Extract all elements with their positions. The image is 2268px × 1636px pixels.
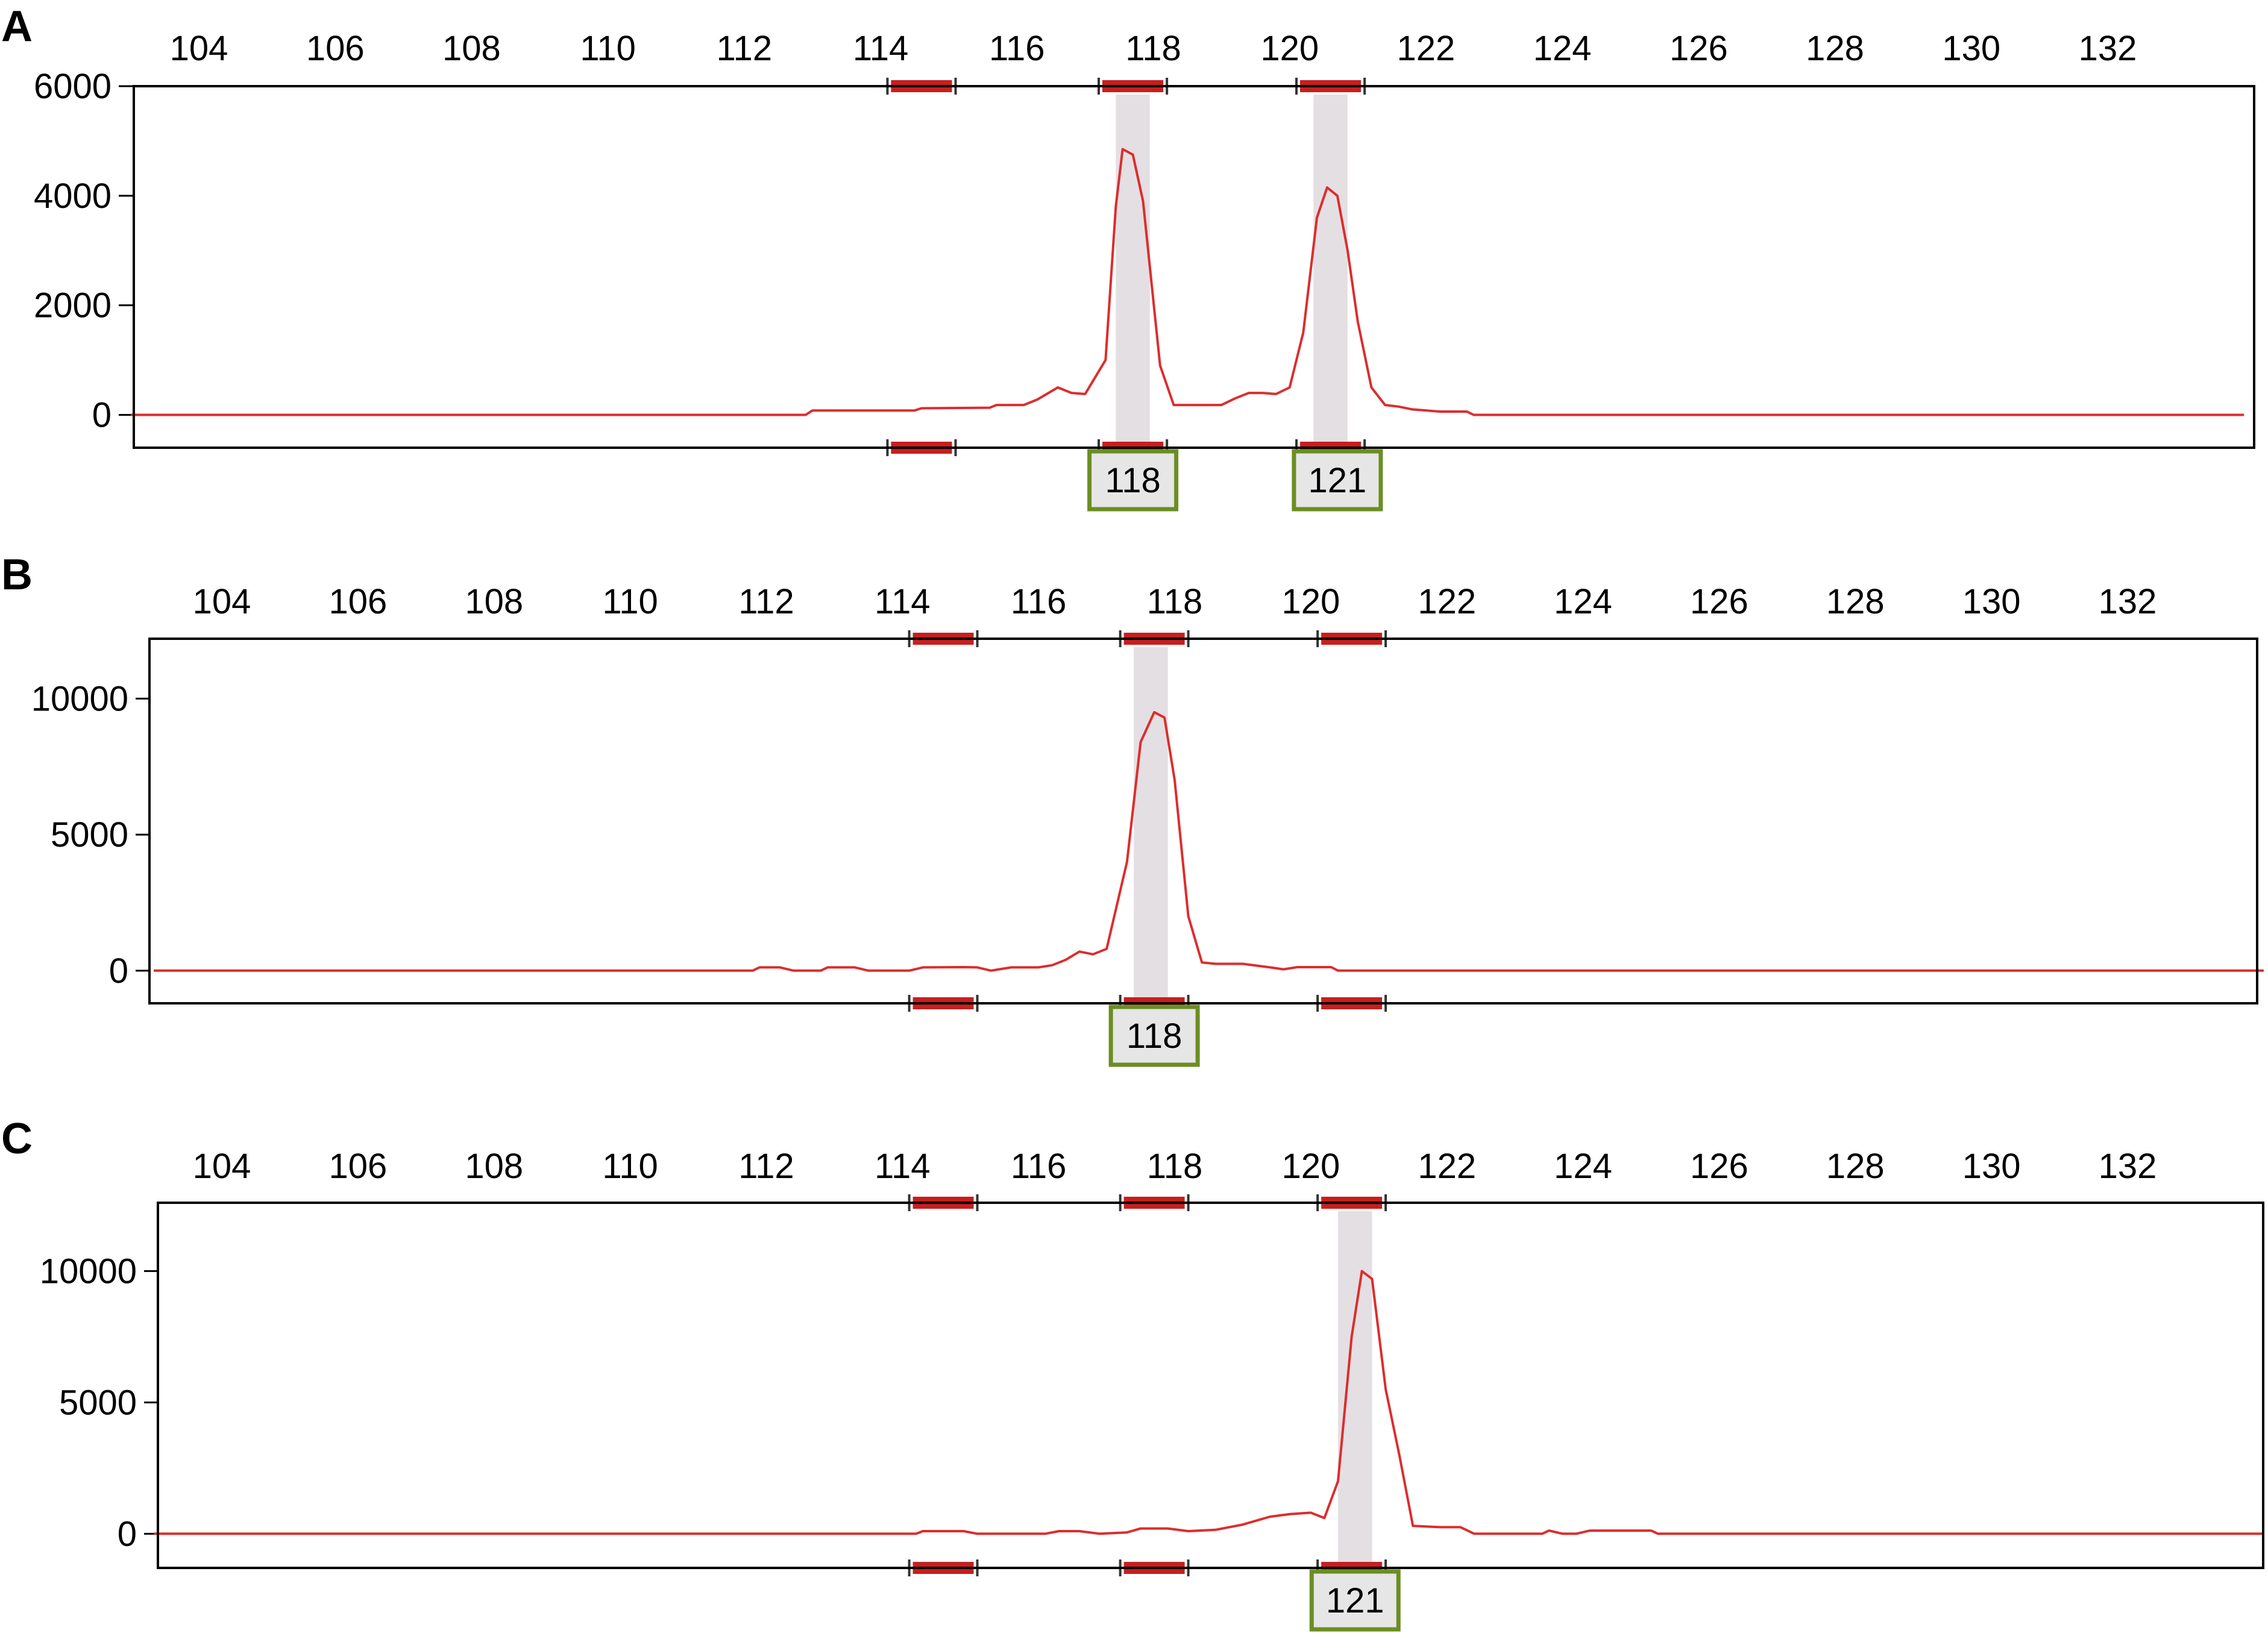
panel-c: C 104 106 108 110 112 114 116 118 120 122 124 126 128…: [1, 1115, 2264, 1632]
x-tick-label: 108: [442, 29, 501, 68]
panel-letter: C: [1, 1115, 33, 1163]
y-tick-label: 5000: [51, 815, 128, 854]
x-tick-label: 128: [1826, 582, 1885, 621]
x-tick-label: 130: [1962, 1147, 2021, 1186]
x-tick-label: 106: [306, 29, 365, 68]
y-tick-label: 2000: [34, 286, 112, 325]
x-tick-label: 126: [1670, 29, 1728, 68]
x-tick-label: 114: [875, 1147, 930, 1186]
panel-letter: A: [1, 2, 33, 51]
x-tick-label: 116: [1011, 582, 1066, 621]
x-tick-label: 126: [1690, 582, 1748, 621]
y-tick-label: 10000: [40, 1252, 137, 1291]
allele-call-box[interactable]: 118: [1087, 449, 1179, 512]
x-tick-label: 120: [1281, 582, 1340, 621]
x-tick-label: 118: [1125, 29, 1181, 68]
x-tick-label: 120: [1260, 29, 1319, 68]
plot-frame: [133, 85, 2255, 449]
x-tick-label: 132: [2079, 29, 2137, 68]
x-tick-label: 118: [1147, 582, 1202, 621]
x-tick-label: 104: [193, 1147, 251, 1186]
plot-frame: [157, 1202, 2264, 1569]
panel-letter: B: [1, 551, 33, 599]
bin-highlight: [1338, 1211, 1372, 1568]
x-tick-label: 110: [580, 29, 635, 68]
bin-highlight: [1134, 647, 1168, 1003]
x-tick-label: 124: [1554, 1147, 1612, 1186]
y-tick-label: 6000: [34, 67, 112, 106]
x-tick-label: 118: [1147, 1147, 1202, 1186]
allele-call-label: 121: [1308, 461, 1366, 500]
x-tick-label: 130: [1962, 582, 2021, 621]
x-tick-label: 132: [2099, 582, 2157, 621]
x-tick-label: 122: [1397, 29, 1456, 68]
x-tick-label: 110: [602, 582, 658, 621]
x-tick-label: 104: [170, 29, 228, 68]
x-tick-label: 112: [738, 582, 794, 621]
x-tick-label: 128: [1826, 1147, 1885, 1186]
x-tick-label: 124: [1533, 29, 1592, 68]
x-tick-label: 128: [1806, 29, 1864, 68]
x-tick-label: 112: [738, 1147, 794, 1186]
allele-call-box[interactable]: 121: [1292, 449, 1383, 512]
panel-a: A 104 106 108 110 112 114 116 118 120 122 124 126 128…: [1, 2, 2255, 512]
x-tick-label: 130: [1942, 29, 2000, 68]
x-tick-label: 108: [465, 582, 523, 621]
y-tick-label: 0: [109, 951, 128, 991]
x-tick-label: 114: [875, 582, 930, 621]
x-tick-label: 116: [989, 29, 1044, 68]
y-tick-label: 4000: [34, 177, 112, 216]
x-tick-label: 132: [2099, 1147, 2157, 1186]
bin-highlight: [1116, 95, 1150, 448]
bin-highlight: [1313, 95, 1348, 448]
x-tick-label: 124: [1554, 582, 1612, 621]
trace-line: [154, 710, 2264, 972]
x-tick-label: 114: [853, 29, 908, 68]
x-tick-label: 106: [328, 1147, 387, 1186]
y-tick-label: 5000: [59, 1383, 137, 1422]
x-tick-label: 108: [465, 1147, 523, 1186]
panel-b: B 104 106 108 110 112 114 116 118 120 122 124 126 128…: [1, 551, 2264, 1067]
x-tick-label: 110: [602, 1147, 658, 1186]
allele-call-box[interactable]: 118: [1108, 1004, 1200, 1067]
allele-call-box[interactable]: 121: [1309, 1569, 1401, 1632]
trace-line: [154, 1270, 2264, 1535]
trace-line: [130, 148, 2244, 416]
x-tick-label: 106: [328, 582, 387, 621]
x-tick-label: 104: [193, 582, 251, 621]
x-tick-label: 122: [1418, 1147, 1476, 1186]
allele-call-label: 121: [1326, 1581, 1384, 1620]
x-tick-label: 122: [1418, 582, 1476, 621]
allele-call-label: 118: [1126, 1017, 1182, 1056]
x-tick-label: 120: [1281, 1147, 1340, 1186]
y-tick-label: 0: [92, 395, 112, 434]
plot-frame: [148, 638, 2258, 1004]
x-tick-label: 126: [1690, 1147, 1748, 1186]
x-tick-label: 116: [1011, 1147, 1066, 1186]
x-tick-label: 112: [717, 29, 772, 68]
allele-call-label: 118: [1105, 461, 1160, 500]
y-tick-label: 10000: [31, 679, 128, 718]
y-tick-label: 0: [118, 1514, 137, 1553]
